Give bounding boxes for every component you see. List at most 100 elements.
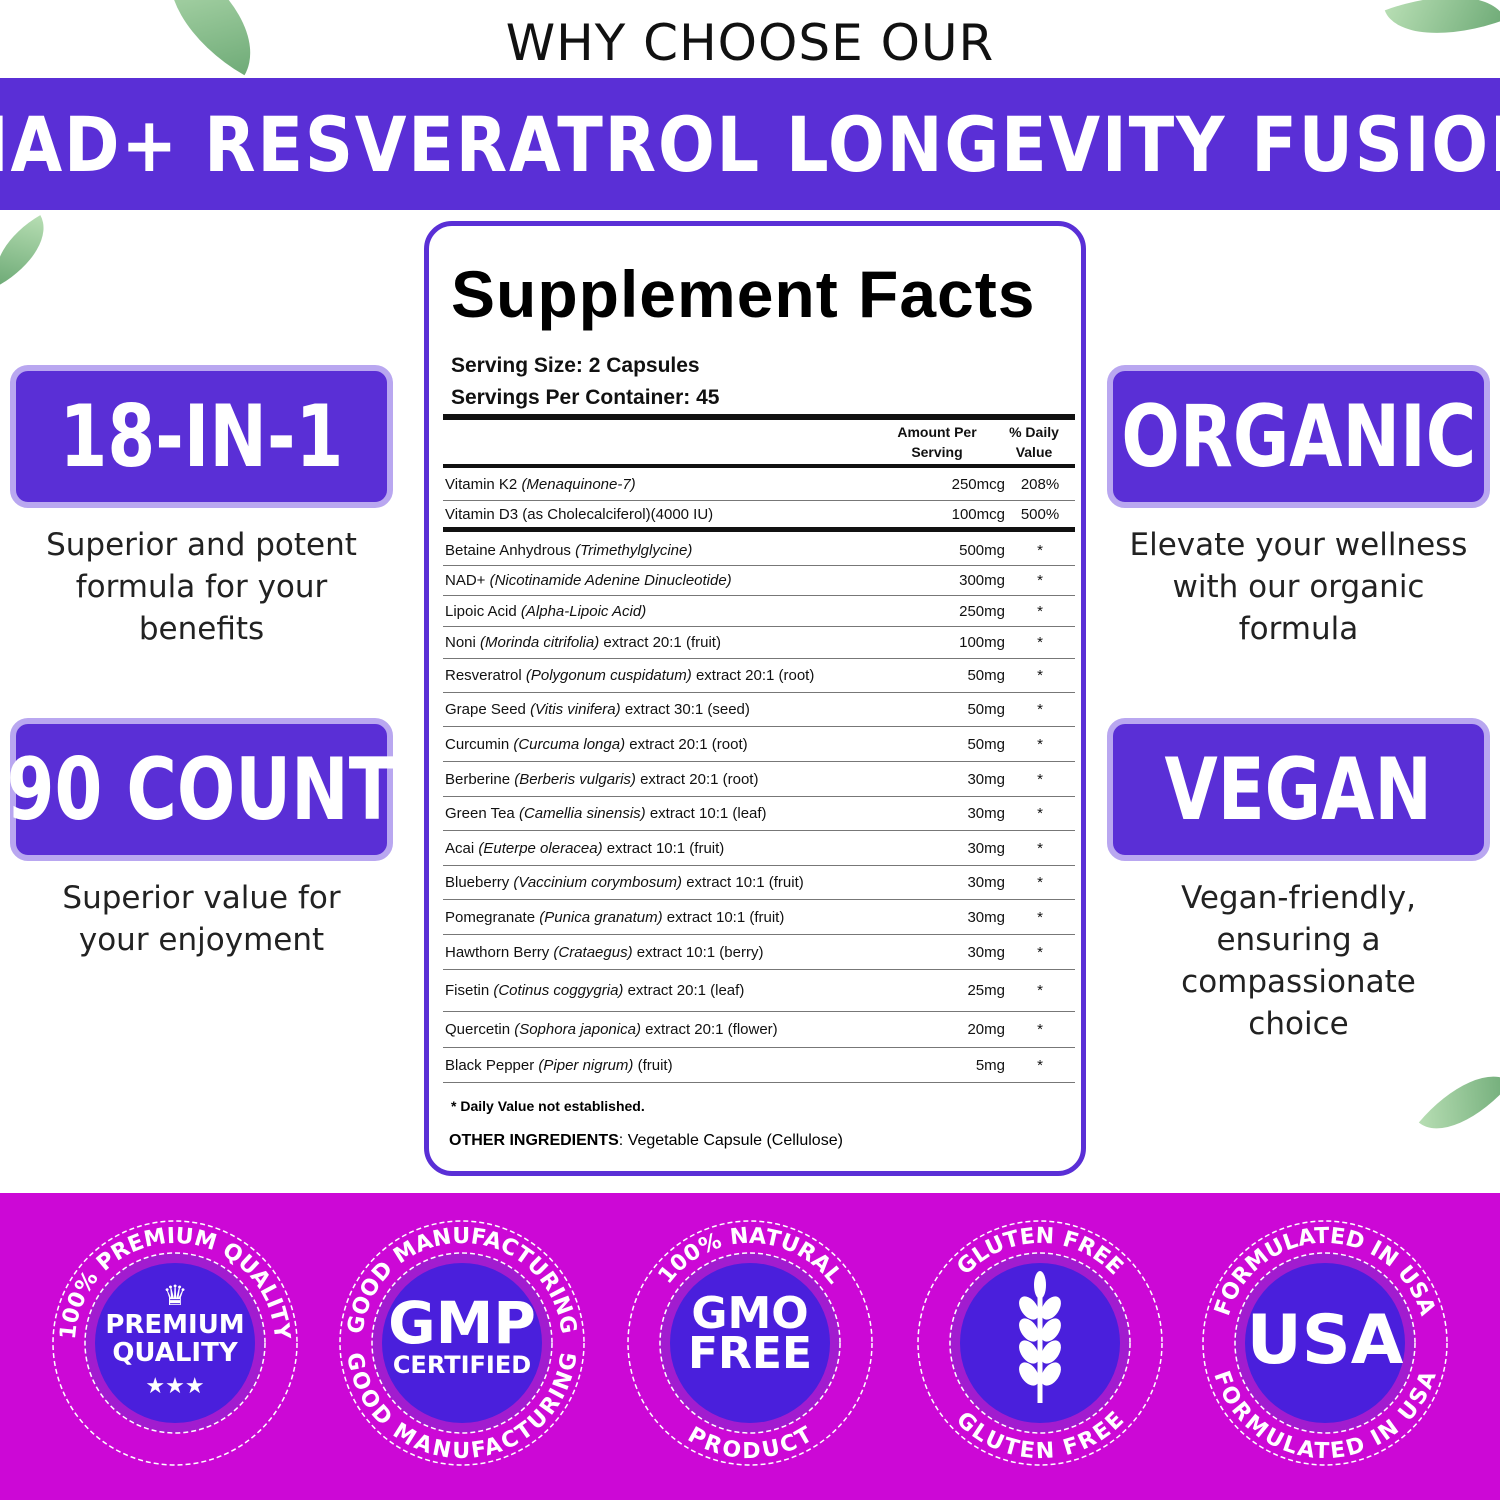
- divider: [443, 464, 1075, 468]
- ingredient-row: Curcumin (Curcuma longa) extract 20:1 (r…: [443, 727, 1075, 762]
- ingredient-daily-value: *: [1037, 982, 1043, 999]
- ingredient-daily-value: *: [1037, 1021, 1043, 1038]
- ingredient-amount: 30mg: [967, 943, 1005, 961]
- ingredient-name: Acai (Euterpe oleracea) extract 10:1 (fr…: [443, 840, 915, 857]
- ingredient-latin-name: (Camellia sinensis): [518, 805, 646, 822]
- ingredient-daily-value: *: [1037, 943, 1043, 961]
- ingredient-name: Resveratrol (Polygonum cuspidatum) extra…: [443, 667, 915, 684]
- desc-line: your enjoyment: [78, 922, 325, 958]
- ingredient-daily-value: *: [1037, 874, 1043, 891]
- header-line: Value: [1015, 444, 1053, 460]
- seal-center-text: USA: [1247, 1301, 1404, 1380]
- ingredient-row: Betaine Anhydrous (Trimethylglycine) 500m…: [443, 535, 1075, 566]
- ingredient-latin-name: (Berberis vulgaris): [514, 770, 636, 788]
- ingredient-amount: 30mg: [967, 839, 1005, 857]
- ingredient-name: Blueberry (Vaccinium corymbosum) extract…: [443, 874, 915, 891]
- seal-center-text: QUALITY: [112, 1338, 239, 1368]
- certification-band: 100% PREMIUM QUALITY PREMIUM QUALITY ♛ ★★★ GO…: [0, 1193, 1500, 1500]
- ingredient-daily-value: 500%: [1020, 505, 1060, 523]
- ingredient-detail: extract 20:1 (leaf): [623, 982, 745, 999]
- badge-vegan: VEGAN: [1107, 718, 1490, 861]
- badge-label: ORGANIC: [1121, 386, 1476, 487]
- ingredient-common-name: Betaine Anhydrous: [445, 541, 576, 559]
- ingredient-name: Green Tea (Camellia sinensis) extract 10…: [443, 805, 915, 822]
- serving-size: Serving Size: 2 Capsules: [451, 354, 700, 377]
- ingredient-amount: 20mg: [967, 1021, 1005, 1038]
- ingredient-amount: 50mg: [967, 701, 1005, 718]
- ingredient-detail: extract 10:1 (fruit): [602, 839, 725, 857]
- ingredient-common-name: Blueberry: [445, 874, 514, 891]
- ingredient-common-name: Quercetin: [445, 1021, 515, 1038]
- badge-label: 90 COUNT: [6, 739, 397, 840]
- seal-outer-ring: [917, 1220, 1163, 1466]
- ingredient-name: Quercetin (Sophora japonica) extract 20:…: [443, 1021, 915, 1038]
- ingredient-row: Green Tea (Camellia sinensis) extract 10…: [443, 797, 1075, 831]
- seal-outer-ring: [627, 1220, 873, 1466]
- ingredient-row: Black Pepper (Piper nigrum) (fruit) 5mg *: [443, 1048, 1075, 1083]
- ingredient-common-name: Acai: [445, 839, 479, 857]
- ingredient-common-name: Hawthorn Berry: [445, 943, 554, 961]
- seal-outer-ring: [1202, 1220, 1448, 1466]
- ingredient-detail: extract 10:1 (berry): [632, 943, 764, 961]
- ingredient-latin-name: (Cotinus coggygria): [493, 982, 624, 999]
- ingredient-row: Pomegranate (Punica granatum) extract 10…: [443, 900, 1075, 935]
- ingredient-common-name: Black Pepper: [445, 1056, 539, 1074]
- badge-label: VEGAN: [1164, 739, 1433, 840]
- other-ingredients: OTHER INGREDIENTS: Vegetable Capsule (Ce…: [449, 1132, 843, 1150]
- ingredient-amount: 50mg: [967, 735, 1005, 753]
- supplement-facts-panel: Supplement Facts Serving Size: 2 Capsule…: [424, 221, 1086, 1176]
- ingredient-detail: extract 20:1 (root): [625, 735, 748, 753]
- desc-line: compassionate: [1181, 964, 1416, 1000]
- stars-icon: ★★★: [145, 1373, 204, 1398]
- ingredient-amount: 25mg: [967, 982, 1005, 999]
- ingredient-common-name: NAD+: [445, 572, 490, 589]
- desc-line: formula: [1238, 611, 1359, 647]
- ingredient-latin-name: (Piper nigrum): [538, 1056, 634, 1074]
- header-kicker: WHY CHOOSE OUR: [505, 14, 995, 72]
- ingredient-daily-value: *: [1037, 735, 1043, 753]
- ingredient-detail: extract 20:1 (flower): [640, 1021, 778, 1038]
- ingredient-name: Berberine (Berberis vulgaris) extract 20…: [443, 771, 915, 788]
- ingredient-amount: 500mg: [959, 541, 1005, 559]
- ingredient-name: Noni (Morinda citrifolia) extract 20:1 (…: [443, 634, 915, 651]
- ingredient-daily-value: *: [1037, 839, 1043, 857]
- ingredient-amount: 300mg: [959, 572, 1005, 589]
- ingredient-latin-name: (Vaccinium corymbosum): [513, 874, 683, 891]
- desc-line: ensuring a: [1216, 922, 1381, 958]
- ingredient-detail: extract 10:1 (fruit): [662, 908, 785, 926]
- seal-core: [1245, 1263, 1405, 1423]
- seal-center-text: FREE: [688, 1328, 812, 1379]
- desc-line: choice: [1248, 1006, 1349, 1042]
- ingredient-common-name: Berberine: [445, 770, 515, 788]
- wheat-icon: [1019, 1271, 1061, 1403]
- ingredient-amount: 30mg: [967, 908, 1005, 926]
- leaf-decoration: [1418, 1053, 1500, 1152]
- ingredient-daily-value: *: [1037, 805, 1043, 822]
- ingredient-row: Lipoic Acid (Alpha-Lipoic Acid) 250mg *: [443, 596, 1075, 627]
- ingredient-common-name: Curcumin: [445, 735, 514, 753]
- title-band: NAD+ RESVERATROL LONGEVITY FUSION: [0, 78, 1500, 210]
- ingredient-name: Grape Seed (Vitis vinifera) extract 30:1…: [443, 701, 915, 718]
- ingredient-common-name: Fisetin: [445, 982, 494, 999]
- ingredient-name: Hawthorn Berry (Crataegus) extract 10:1 …: [443, 944, 915, 961]
- ingredient-row: Vitamin K2 (Menaquinone-7) 250mcg 208%: [443, 468, 1075, 501]
- ingredient-amount: 100mg: [959, 634, 1005, 651]
- ingredient-name: Vitamin K2 (Menaquinone-7): [443, 476, 915, 493]
- desc-vegan: Vegan-friendly, ensuring a compassionate ch…: [1107, 877, 1490, 1045]
- ingredient-common-name: Noni: [445, 634, 481, 651]
- ingredient-daily-value: 208%: [1020, 475, 1060, 493]
- ingredient-daily-value: *: [1037, 572, 1043, 589]
- ingredient-amount: 50mg: [967, 667, 1005, 684]
- desc-line: benefits: [138, 611, 265, 647]
- ingredient-detail: extract 30:1 (seed): [620, 701, 750, 718]
- crown-icon: ♛: [162, 1280, 187, 1311]
- badge-18-in-1: 18-IN-1: [10, 365, 393, 508]
- ingredient-amount: 250mcg: [951, 475, 1005, 493]
- ingredient-latin-name: (Vitis vinifera): [530, 701, 621, 718]
- ingredient-detail: extract 10:1 (leaf): [645, 805, 767, 822]
- footnote: * Daily Value not established.: [451, 1098, 645, 1114]
- desc-line: formula for your: [75, 569, 328, 605]
